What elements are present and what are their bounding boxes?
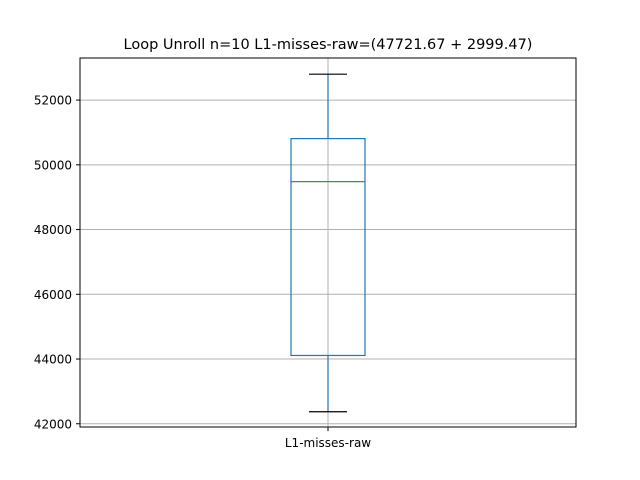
y-axis: 42000 44000 46000 48000 50000 52000 (34, 94, 80, 431)
y-tick-label: 48000 (34, 223, 72, 237)
chart-title: Loop Unroll n=10 L1-misses-raw=(47721.67… (124, 37, 533, 53)
x-axis: L1-misses-raw (285, 427, 371, 450)
interquartile-box (290, 137, 366, 357)
box-plot-series (290, 73, 366, 413)
box-group (290, 73, 366, 413)
y-tick-label: 44000 (34, 353, 72, 367)
y-tick-label: 52000 (34, 94, 72, 108)
y-tick-label: 50000 (34, 158, 72, 172)
x-tick-label: L1-misses-raw (285, 436, 371, 450)
y-tick-label: 46000 (34, 288, 72, 302)
y-tick-label: 42000 (34, 417, 72, 431)
